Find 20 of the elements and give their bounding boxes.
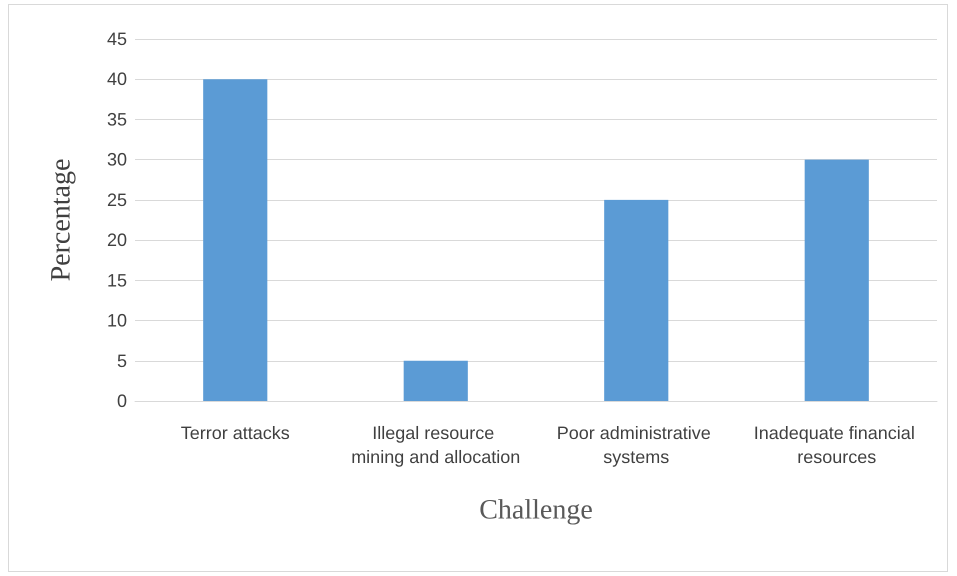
bar [604, 200, 668, 401]
y-tick-label: 10 [106, 310, 127, 331]
x-tick-label: Inadequate financial resources [754, 423, 920, 467]
x-tick-label: Poor administrative systems [556, 423, 716, 467]
x-axis-title: Challenge [479, 494, 593, 526]
x-tick-label: Terror attacks [180, 423, 290, 443]
y-axis-title: Percentage [46, 158, 76, 282]
bar [203, 79, 268, 401]
y-tick-label: 35 [106, 109, 127, 130]
y-tick-label: 5 [116, 350, 127, 371]
bar [404, 360, 468, 401]
y-tick-label: 25 [106, 190, 127, 210]
bar [804, 160, 869, 401]
y-tick-label: 0 [116, 391, 127, 411]
x-tick-label: Illegal resource mining and allocation [351, 423, 520, 467]
y-tick-label: 20 [106, 230, 127, 250]
y-tick-label: 30 [106, 150, 127, 170]
y-tick-label: 45 [106, 29, 127, 49]
y-tick-label: 40 [106, 69, 127, 90]
y-tick-label: 15 [106, 270, 127, 290]
